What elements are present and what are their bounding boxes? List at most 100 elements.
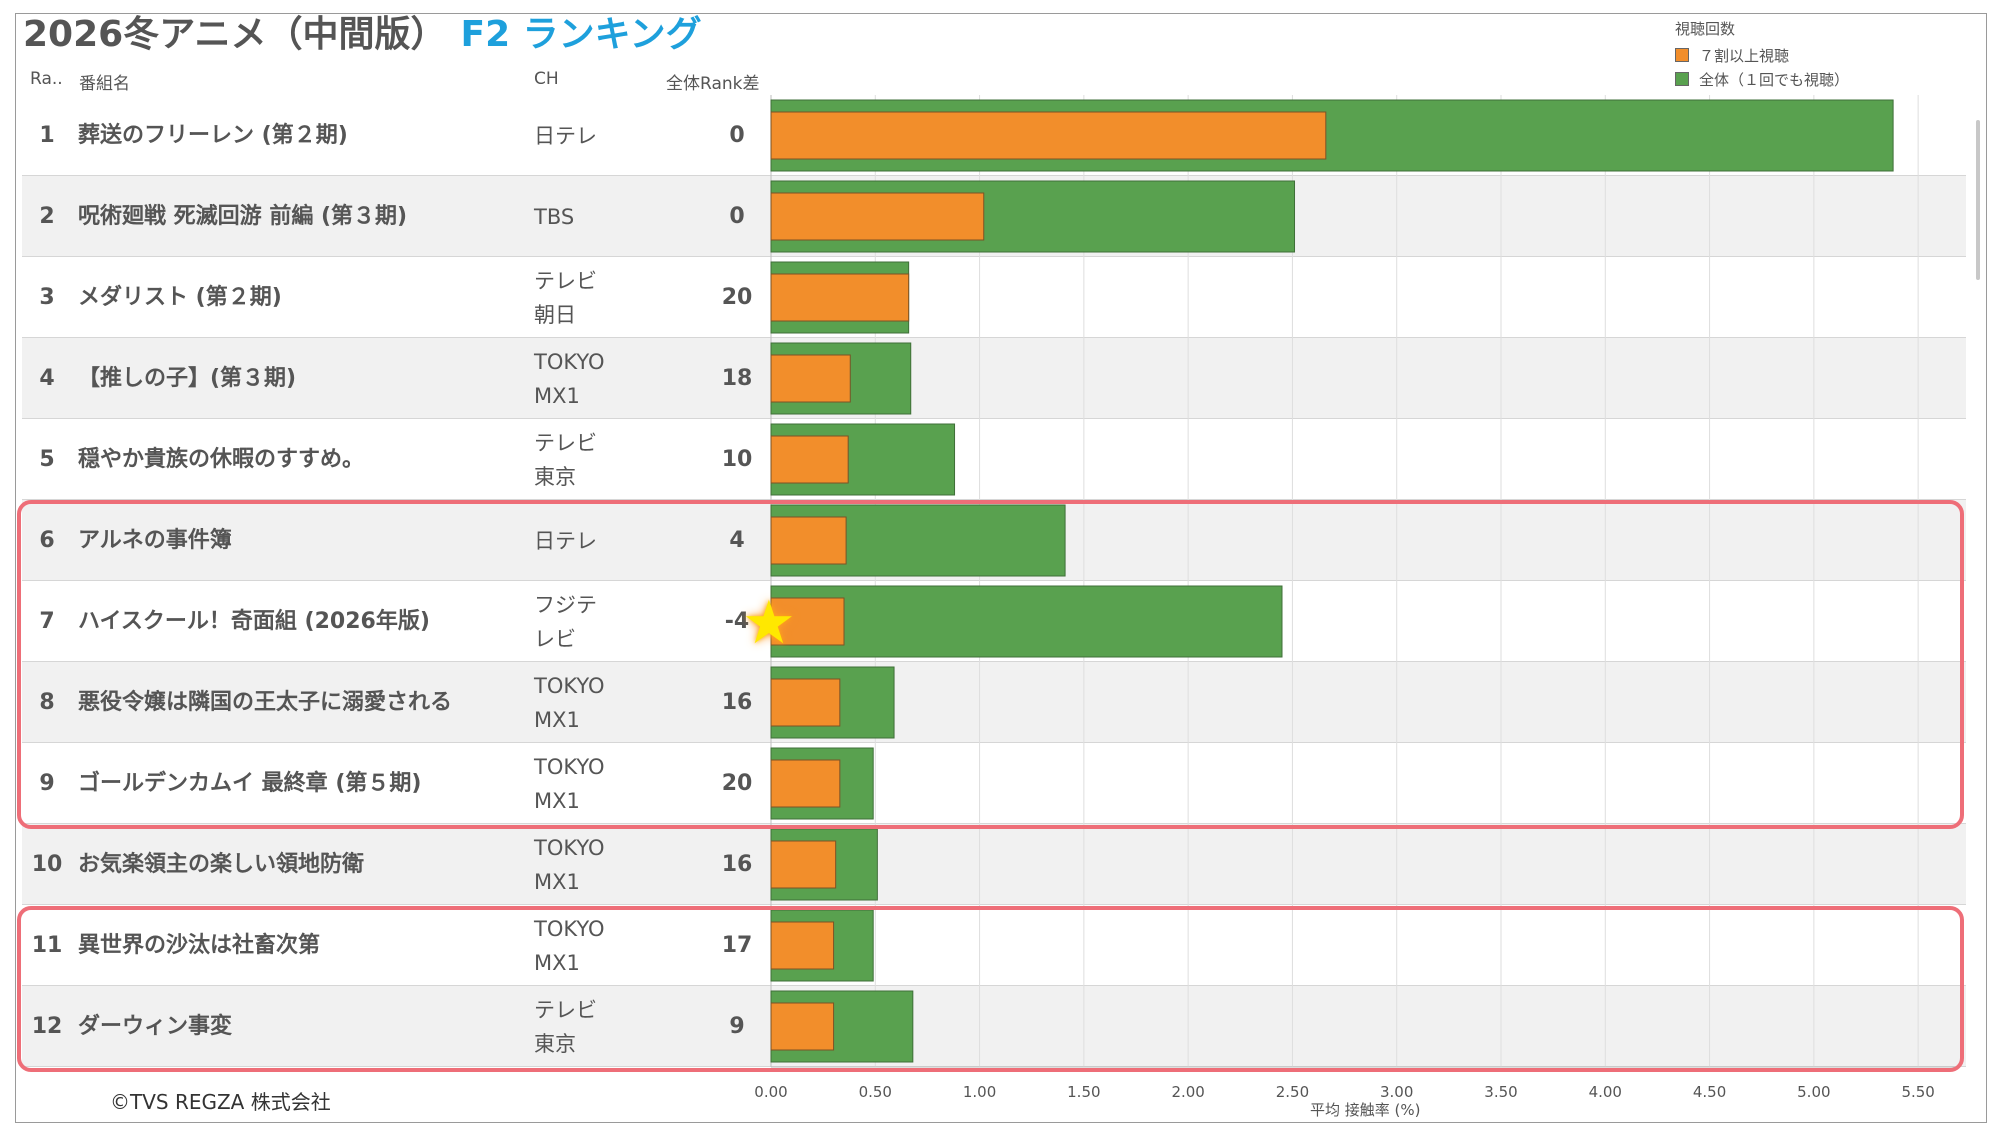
bar-70pct-viewers <box>770 516 847 565</box>
rank-cell: 10 <box>31 852 63 877</box>
program-name-cell: 葬送のフリーレン (第２期) <box>78 123 348 148</box>
legend-item-green[interactable]: 全体（１回でも視聴） <box>1675 67 1849 91</box>
bar-70pct-viewers <box>770 111 1327 160</box>
program-name-cell: ハイスクール！奇面組 (2026年版) <box>78 609 430 634</box>
legend-swatch-orange <box>1675 48 1689 62</box>
table-row[interactable]: 5 穏やか貴族の休暇のすすめ。 テレビ東京 10 <box>22 419 1966 500</box>
rank-cell: 8 <box>39 690 55 715</box>
rank-cell: 3 <box>39 285 55 310</box>
rank-cell: 5 <box>39 447 55 472</box>
bar-70pct-viewers <box>770 1002 835 1051</box>
program-name-cell: お気楽領主の楽しい領地防衛 <box>78 852 365 877</box>
table-row[interactable]: 3 メダリスト (第２期) テレビ朝日 20 <box>22 257 1966 338</box>
rank-diff-cell: 9 <box>729 1014 745 1039</box>
x-tick-label: 3.50 <box>1484 1083 1517 1101</box>
legend-item-orange[interactable]: ７割以上視聴 <box>1675 43 1849 67</box>
x-tick-label: 2.50 <box>1276 1083 1309 1101</box>
rank-diff-cell: 16 <box>721 690 753 715</box>
rank-cell: 6 <box>39 528 55 553</box>
x-axis-label: 平均 接触率 (%) <box>1310 1101 1421 1119</box>
table-row[interactable]: 10 お気楽領主の楽しい領地防衛 TOKYO MX1 16 <box>22 824 1966 905</box>
scrollbar[interactable] <box>1976 120 1980 280</box>
x-tick-label: 3.00 <box>1380 1083 1413 1101</box>
channel-cell: テレビ朝日 <box>534 268 597 327</box>
program-name-cell: 【推しの子】(第３期) <box>78 366 297 391</box>
channel-cell: フジテレビ <box>534 592 597 651</box>
channel-cell: 日テレ <box>534 123 597 148</box>
table-row[interactable]: 11 異世界の沙汰は社畜次第 TOKYO MX1 17 <box>22 905 1966 986</box>
bar-all-viewers <box>770 585 1283 658</box>
legend-label-orange: ７割以上視聴 <box>1699 46 1790 65</box>
bar-70pct-viewers <box>770 192 985 241</box>
channel-cell: TBS <box>534 204 575 229</box>
chart-frame <box>15 13 1987 1123</box>
program-name-cell: 異世界の沙汰は社畜次第 <box>78 933 321 958</box>
rank-diff-cell: 20 <box>721 285 753 310</box>
x-tick-label: 1.00 <box>963 1083 996 1101</box>
header-rank[interactable]: Ra.. <box>30 69 63 89</box>
program-name-cell: メダリスト (第２期) <box>78 285 282 310</box>
title-main: 2026冬アニメ（中間版） <box>23 14 447 55</box>
channel-cell: テレビ東京 <box>534 430 597 489</box>
table-row[interactable]: 4 【推しの子】(第３期) TOKYO MX1 18 <box>22 338 1966 419</box>
x-tick-label: 5.50 <box>1901 1083 1934 1101</box>
header-diff[interactable]: 全体Rank差 <box>666 74 760 94</box>
rank-diff-cell: 18 <box>721 366 753 391</box>
table-row[interactable]: 9 ゴールデンカムイ 最終章 (第５期) TOKYO MX1 20 <box>22 743 1966 824</box>
x-tick-label: 4.00 <box>1589 1083 1622 1101</box>
rank-cell: 9 <box>39 771 55 796</box>
legend-title: 視聴回数 <box>1675 20 1736 38</box>
rank-diff-cell: 17 <box>721 933 753 958</box>
x-tick-label: 4.50 <box>1693 1083 1726 1101</box>
legend-swatch-green <box>1675 72 1689 86</box>
bar-70pct-viewers <box>770 840 837 889</box>
rank-diff-cell: 0 <box>729 204 745 229</box>
x-tick-label: 1.50 <box>1067 1083 1100 1101</box>
rank-diff-cell: -4 <box>724 609 750 634</box>
title-sub: F2 ランキング <box>460 14 702 55</box>
bar-70pct-viewers <box>770 678 841 727</box>
highlight-box-1 <box>17 500 1964 829</box>
table-row[interactable]: 12 ダーウィン事変 テレビ東京 9 <box>22 986 1966 1067</box>
rank-diff-cell: 20 <box>721 771 753 796</box>
channel-cell: TOKYO MX1 <box>534 673 605 732</box>
x-tick-label: 0.50 <box>859 1083 892 1101</box>
bar-70pct-viewers <box>770 597 845 646</box>
program-name-cell: 悪役令嬢は隣国の王太子に溺愛される <box>78 690 453 715</box>
star-icon: ★ <box>742 588 796 658</box>
page-title: 2026冬アニメ（中間版） F2 ランキング <box>23 10 702 60</box>
x-tick-label: 5.00 <box>1797 1083 1830 1101</box>
rank-cell: 7 <box>39 609 55 634</box>
bar-70pct-viewers <box>770 759 841 808</box>
rank-cell: 4 <box>39 366 55 391</box>
channel-cell: 日テレ <box>534 528 597 553</box>
header-ch[interactable]: CH <box>534 69 559 89</box>
bar-70pct-viewers <box>770 921 835 970</box>
bar-70pct-viewers <box>770 273 910 322</box>
program-name-cell: 呪術廻戦 死滅回游 前編 (第３期) <box>78 204 408 229</box>
rank-cell: 12 <box>31 1014 63 1039</box>
program-name-cell: ダーウィン事変 <box>78 1014 233 1039</box>
bar-70pct-viewers <box>770 354 851 403</box>
table-row[interactable]: 7 ハイスクール！奇面組 (2026年版) フジテレビ -4 <box>22 581 1966 662</box>
rank-cell: 11 <box>31 933 63 958</box>
copyright: ©TVS REGZA 株式会社 <box>110 1090 331 1114</box>
legend-label-green: 全体（１回でも視聴） <box>1699 70 1850 89</box>
x-tick-label: 2.00 <box>1171 1083 1204 1101</box>
channel-cell: TOKYO MX1 <box>534 916 605 975</box>
program-name-cell: ゴールデンカムイ 最終章 (第５期) <box>78 771 422 796</box>
highlight-box-2 <box>17 906 1964 1072</box>
rank-cell: 1 <box>39 123 55 148</box>
channel-cell: TOKYO MX1 <box>534 349 605 408</box>
rank-cell: 2 <box>39 204 55 229</box>
rank-diff-cell: 4 <box>729 528 745 553</box>
header-name[interactable]: 番組名 <box>79 74 130 94</box>
table-row[interactable]: 1 葬送のフリーレン (第２期) 日テレ 0 <box>22 95 1966 176</box>
table-row[interactable]: 8 悪役令嬢は隣国の王太子に溺愛される TOKYO MX1 16 <box>22 662 1966 743</box>
program-name-cell: 穏やか貴族の休暇のすすめ。 <box>78 447 365 472</box>
rank-diff-cell: 0 <box>729 123 745 148</box>
program-name-cell: アルネの事件簿 <box>78 528 232 553</box>
channel-cell: テレビ東京 <box>534 997 597 1056</box>
channel-cell: TOKYO MX1 <box>534 835 605 894</box>
channel-cell: TOKYO MX1 <box>534 754 605 813</box>
